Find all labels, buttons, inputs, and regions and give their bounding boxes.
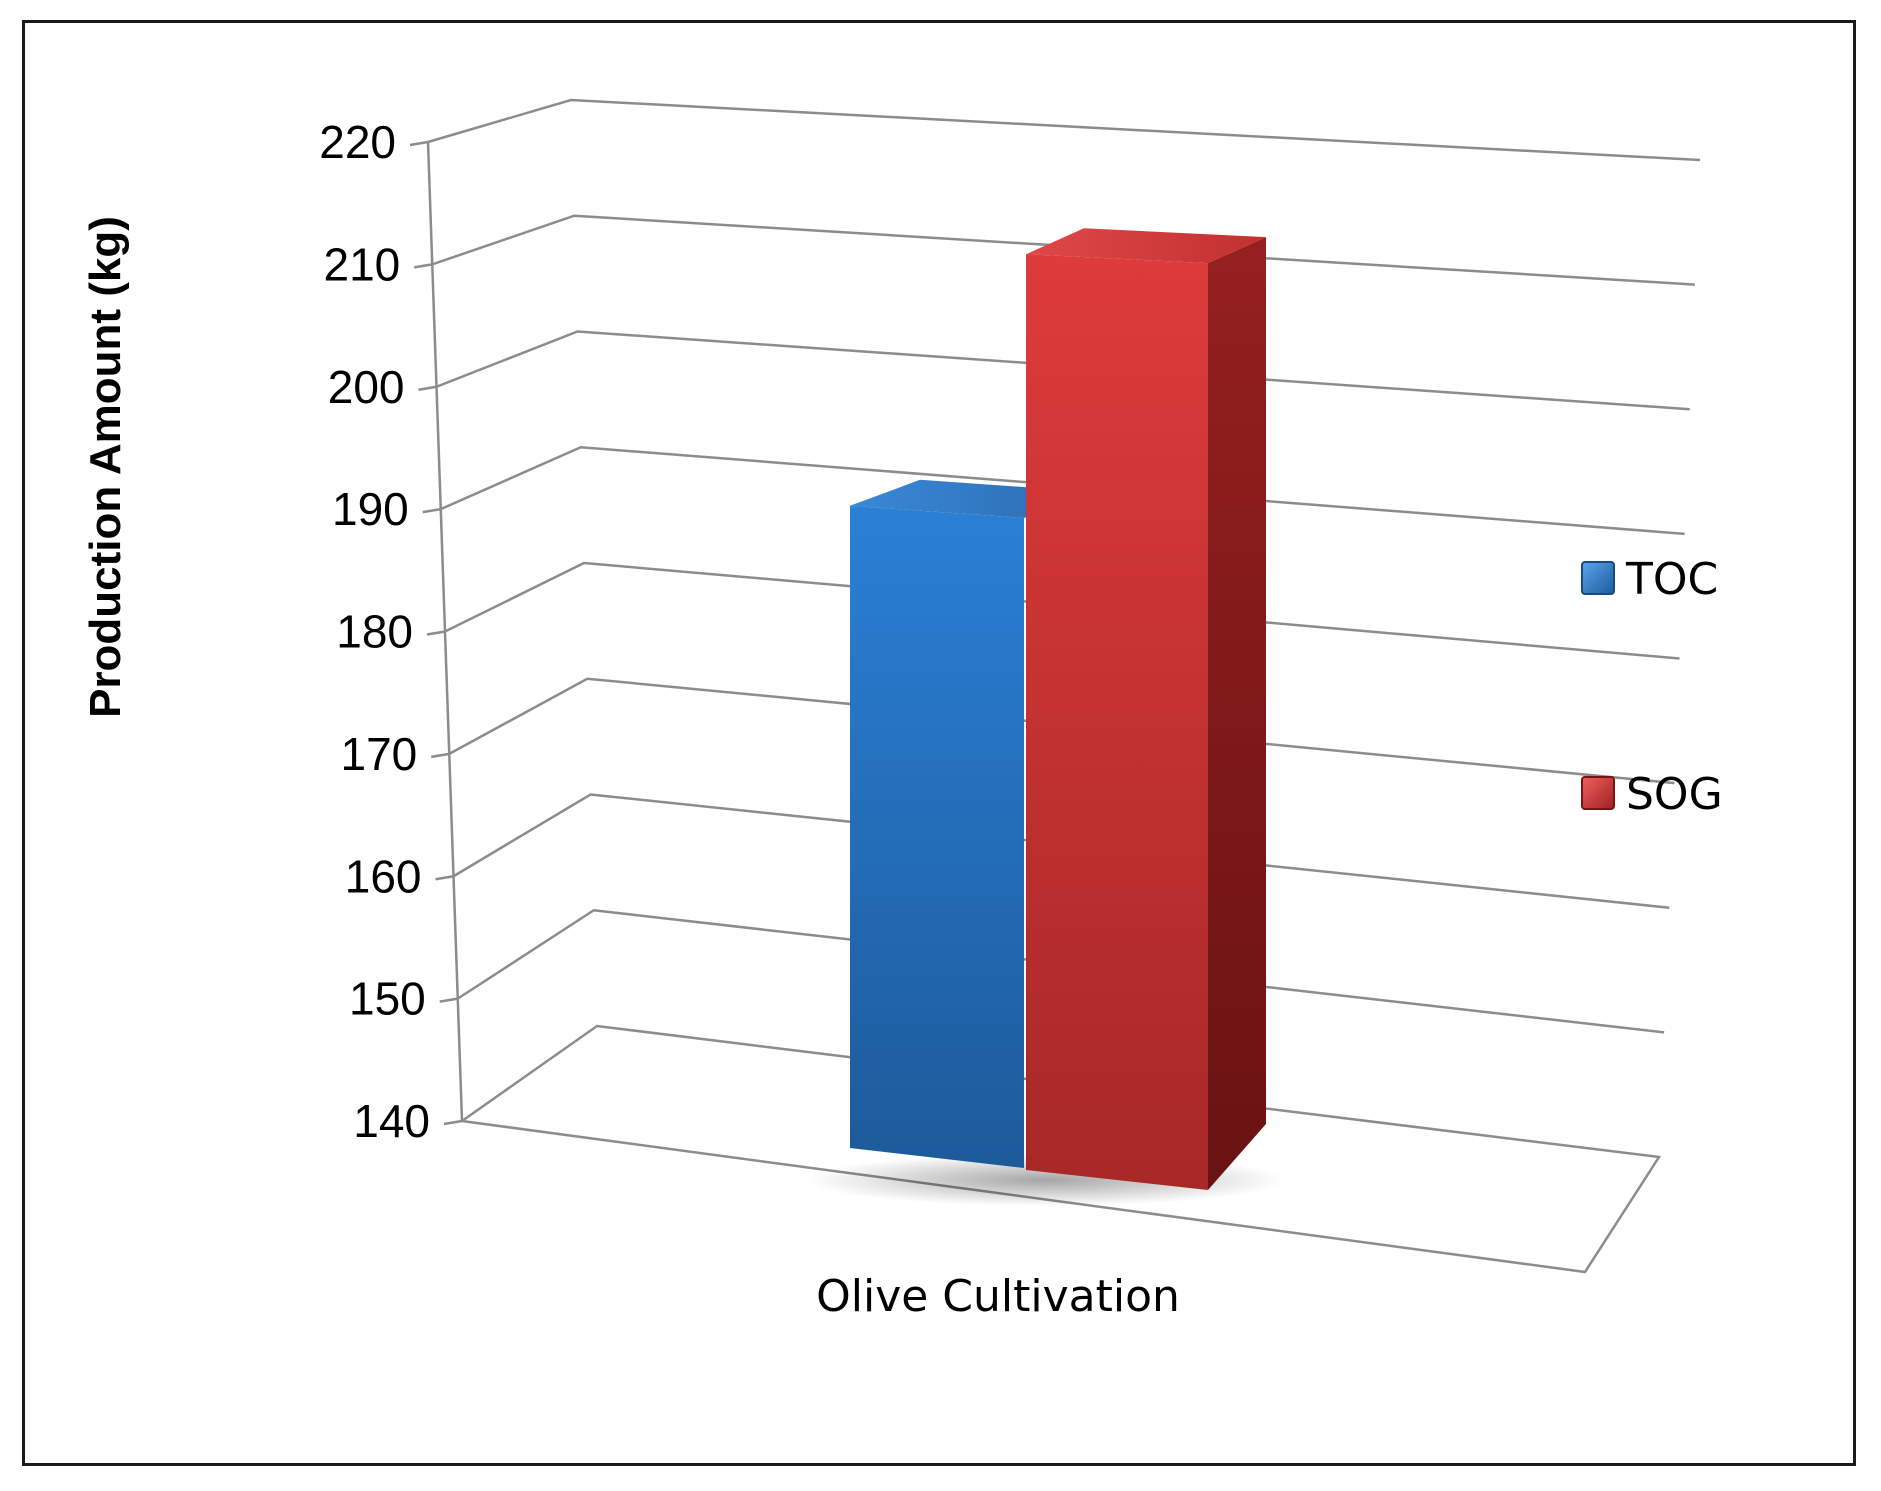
y-tick-label: 200 [328,361,405,413]
y-tick-label: 190 [332,483,409,535]
y-tick-mark [439,997,458,1003]
y-axis-line [426,141,464,1122]
bar-top-face [1026,228,1266,264]
legend-item-toc: TOC [1581,554,1718,605]
bar-front-face [850,505,1024,1168]
x-category-label: Olive Cultivation [816,1271,1180,1322]
floor-outline [461,1024,1662,1274]
bars [805,228,1285,1206]
y-tick-mark [426,630,446,636]
y-tick-mark [414,263,433,269]
gridline [440,445,1685,536]
legend-label: TOC [1625,554,1718,605]
y-tick-labels: 140 150 160 170 180 190 200 210 220 [319,116,430,1147]
legend-item-sog: SOG [1581,769,1723,820]
y-tick-mark [409,140,429,147]
gridline [457,908,1665,1034]
gridline [436,330,1690,411]
grid-lines [427,98,1701,1034]
gridline [427,98,1701,162]
y-tick-label: 160 [345,850,422,902]
y-axis-label: Production Amount (kg) [81,216,130,718]
bar-front-face [1026,254,1208,1190]
y-tick-mark [435,875,454,881]
gridline [452,793,1670,909]
y-tick-label: 180 [336,606,413,658]
y-tick-mark [431,752,450,759]
y-tick-label: 140 [353,1095,430,1147]
bar-side-face [1208,237,1266,1190]
legend-swatch [1581,561,1615,595]
gridline [448,677,1675,785]
legend: TOC SOG [1581,554,1723,820]
axes [409,140,1662,1274]
legend-swatch [1581,776,1615,810]
y-tick-mark [418,385,437,391]
y-tick-label: 220 [319,116,396,168]
y-tick-label: 210 [324,238,401,290]
y-tick-mark [422,507,441,514]
y-tick-mark [443,1119,463,1126]
gridline [444,561,1680,660]
bar-sog [1026,228,1266,1190]
y-tick-label: 150 [349,973,426,1025]
gridline [431,214,1695,286]
y-tick-label: 170 [341,728,418,780]
legend-label: SOG [1626,769,1723,820]
